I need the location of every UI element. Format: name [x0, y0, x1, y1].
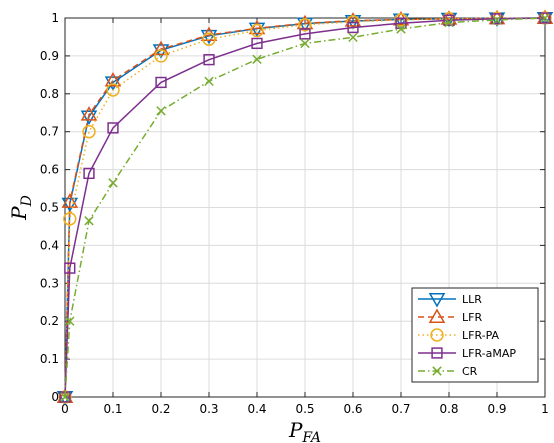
data-point-marker: [108, 178, 118, 188]
data-point-marker: [250, 23, 264, 38]
data-point-marker: [107, 122, 119, 134]
data-point-marker: [299, 28, 311, 40]
data-point-marker: [348, 32, 358, 43]
data-point-marker: [540, 13, 550, 23]
y-axis-label: PD: [7, 195, 35, 221]
legend: LLR LFR LFR-PA LFR-aMAP CR: [411, 287, 539, 383]
data-point-marker: [443, 14, 455, 26]
series-line: [64, 17, 546, 398]
data-point-marker: [428, 308, 446, 323]
x-tick-label: 1: [541, 402, 549, 416]
x-axis-label-main: P: [288, 418, 303, 442]
legend-item: LFR-PA: [418, 328, 500, 342]
data-point-marker: [61, 197, 79, 213]
legend-label: LFR-PA: [462, 329, 500, 342]
y-tick-label: 0.3: [40, 276, 59, 290]
series-line: [64, 17, 546, 398]
data-point-marker: [104, 76, 122, 91]
axis-titles: PFA PD: [7, 195, 321, 443]
y-tick-label: 0.9: [40, 49, 59, 63]
data-point-marker: [431, 347, 443, 359]
y-tick-label: 0: [51, 390, 59, 404]
legend-label: LLR: [462, 293, 482, 306]
x-tick-label: 0.8: [439, 402, 458, 416]
data-point-marker: [84, 216, 94, 226]
x-tick-label: 0.5: [295, 402, 314, 416]
x-tick-label: 0.3: [199, 402, 218, 416]
data-point-marker: [106, 83, 120, 97]
data-point-marker: [156, 106, 166, 116]
y-axis-label-sub: D: [19, 195, 35, 207]
data-point-marker: [444, 17, 454, 28]
data-point-marker: [61, 193, 79, 208]
series-cr: [60, 13, 550, 402]
data-point-marker: [203, 54, 215, 66]
series-lfr-pa: [58, 11, 552, 404]
data-point-marker: [104, 72, 122, 87]
legend-item: CR: [418, 365, 478, 378]
data-point-marker: [60, 392, 70, 402]
y-tick-label: 0.2: [40, 314, 59, 328]
x-tick-label: 0.1: [103, 402, 122, 416]
legend-item: LFR: [418, 308, 482, 324]
data-point-marker: [491, 13, 503, 25]
data-point-marker: [432, 366, 442, 376]
data-point-marker: [152, 40, 170, 56]
series-layer: [56, 9, 554, 406]
data-point-marker: [252, 54, 262, 65]
x-tick-label: 0: [61, 402, 69, 416]
legend-label: LFR-aMAP: [462, 347, 516, 360]
data-point-marker: [430, 328, 444, 342]
y-axis-label-main: P: [7, 206, 31, 221]
x-tick-label: 0.6: [343, 402, 362, 416]
data-point-marker: [251, 37, 263, 50]
x-tick-label: 0.7: [391, 402, 410, 416]
data-point-marker: [65, 316, 75, 326]
data-point-marker: [204, 76, 214, 87]
data-point-marker: [155, 76, 167, 89]
data-point-marker: [344, 12, 362, 27]
y-tick-label: 0.8: [40, 87, 59, 101]
legend-item: LLR: [418, 293, 482, 308]
x-tick-label: 0.4: [247, 402, 266, 416]
x-axis-label-sub: FA: [301, 430, 321, 443]
x-axis-label: PFA: [288, 418, 321, 443]
data-point-marker: [82, 125, 96, 139]
data-point-marker: [200, 29, 218, 45]
data-point-marker: [300, 38, 310, 49]
data-point-marker: [80, 106, 98, 121]
x-tick-label: 0.9: [487, 402, 506, 416]
data-point-marker: [83, 167, 95, 180]
data-point-marker: [63, 212, 77, 226]
data-point-marker: [154, 49, 168, 63]
data-point-marker: [80, 110, 98, 126]
data-point-marker: [492, 15, 502, 25]
data-point-marker: [396, 24, 406, 34]
y-tick-label: 1: [51, 11, 59, 25]
y-tick-label: 0.6: [40, 163, 59, 177]
data-point-marker: [64, 262, 76, 274]
data-point-marker: [428, 293, 446, 308]
data-point-marker: [202, 32, 216, 46]
legend-item: LFR-aMAP: [418, 347, 516, 360]
legend-label: LFR: [462, 311, 482, 324]
data-point-marker: [298, 18, 312, 32]
x-tick-label: 0.2: [151, 402, 170, 416]
y-tick-label: 0.5: [40, 201, 59, 215]
data-point-marker: [347, 21, 359, 34]
data-point-marker: [394, 13, 408, 27]
axis-ticks: 0 0.1 0.2 0.3 0.4 0.5 0.6 0.7 0.8 0.9 1 0 0.1 0.2 0.3 0…: [40, 11, 549, 416]
y-tick-label: 0.1: [40, 352, 59, 366]
legend-label: CR: [462, 365, 478, 378]
y-tick-label: 0.4: [40, 238, 59, 252]
data-point-marker: [248, 19, 266, 35]
y-tick-label: 0.7: [40, 125, 59, 139]
